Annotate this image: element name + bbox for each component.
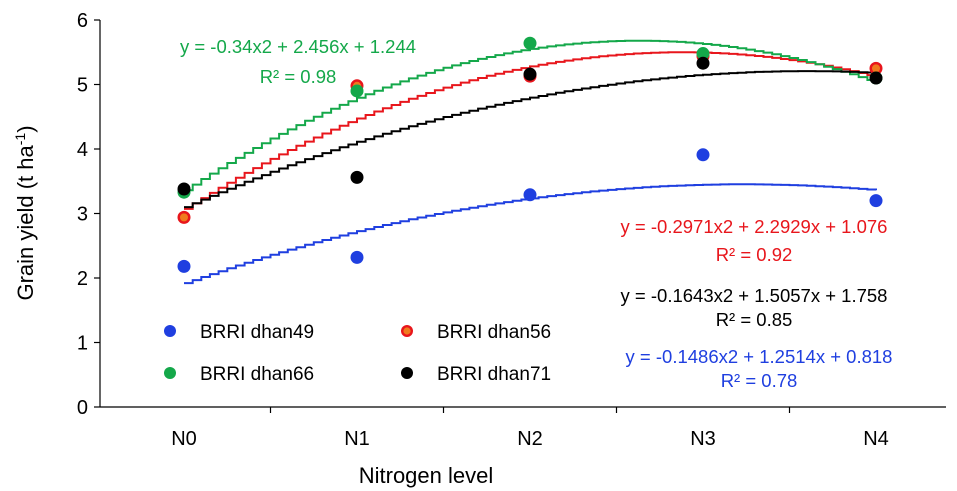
- y-tick-label: 6: [77, 10, 88, 32]
- y-ticks: 0 1 2 3 4 5 6: [77, 10, 100, 419]
- trend-equations: y = -0.1486x2 + 1.2514x + 0.818 R² = 0.78…: [180, 36, 892, 391]
- y-tick-label: 0: [77, 397, 88, 419]
- point-brri-dhan66: [523, 36, 537, 50]
- legend-label-brri-dhan56: BRRI dhan56: [437, 322, 551, 343]
- x-tick-label-n4: N4: [863, 428, 889, 450]
- point-brri-dhan49: [696, 148, 710, 162]
- point-brri-dhan49: [177, 259, 191, 273]
- point-brri-dhan66: [350, 84, 364, 98]
- trendline-brri-dhan71: [184, 70, 877, 209]
- point-brri-dhan56-inner: [872, 64, 880, 73]
- data-points: [177, 36, 883, 273]
- point-brri-dhan66: [696, 47, 710, 61]
- x-tick-label-n1: N1: [344, 428, 370, 450]
- legend-label-brri-dhan49: BRRI dhan49: [200, 322, 314, 343]
- point-brri-dhan71: [869, 71, 883, 85]
- r2-brri-dhan49: R² = 0.78: [721, 370, 798, 391]
- legend-marker-brri-dhan66: [164, 367, 176, 379]
- y-axis-title: Grain yield (t ha-1): [12, 125, 38, 300]
- y-tick-label: 3: [77, 204, 88, 226]
- point-brri-dhan49: [350, 250, 364, 264]
- equation-brri-dhan56: y = -0.2971x2 + 2.2929x + 1.076: [621, 216, 888, 237]
- r2-brri-dhan71: R² = 0.85: [716, 309, 793, 330]
- equation-brri-dhan71: y = -0.1643x2 + 1.5057x + 1.758: [621, 285, 888, 306]
- equation-brri-dhan66: y = -0.34x2 + 2.456x + 1.244: [180, 36, 416, 57]
- legend-label-brri-dhan66: BRRI dhan66: [200, 364, 314, 385]
- point-brri-dhan71: [523, 67, 537, 81]
- point-brri-dhan71: [177, 182, 191, 196]
- point-brri-dhan49: [523, 188, 537, 202]
- y-axis-title-superscript: -1: [12, 133, 28, 146]
- x-tick-label-n2: N2: [517, 428, 543, 450]
- point-brri-dhan56-inner: [180, 213, 188, 222]
- legend-marker-brri-dhan49: [164, 325, 176, 337]
- y-tick-label: 1: [77, 333, 88, 355]
- x-axis-title: Nitrogen level: [359, 463, 494, 488]
- point-brri-dhan71: [350, 170, 364, 184]
- legend-marker-inner-brri-dhan56: [403, 327, 411, 335]
- y-axis-title-main: Grain yield (t ha: [13, 144, 38, 300]
- r2-brri-dhan66: R² = 0.98: [260, 66, 337, 87]
- legend-label-brri-dhan71: BRRI dhan71: [437, 364, 551, 385]
- r2-brri-dhan56: R² = 0.92: [716, 244, 793, 265]
- point-brri-dhan71: [696, 56, 710, 70]
- legend: BRRI dhan49 BRRI dhan56 BRRI dhan66 BRRI dh…: [164, 322, 551, 385]
- point-brri-dhan49: [869, 194, 883, 208]
- y-tick-label: 5: [77, 75, 88, 97]
- x-tick-label-n0: N0: [171, 428, 197, 450]
- legend-marker-brri-dhan71: [401, 367, 413, 379]
- x-ticks: N0 N1 N2 N3 N4: [171, 407, 889, 450]
- y-tick-label: 2: [77, 268, 88, 290]
- y-axis-title-end: ): [13, 125, 38, 132]
- y-tick-label: 4: [77, 139, 88, 161]
- equation-brri-dhan49: y = -0.1486x2 + 1.2514x + 0.818: [626, 346, 893, 367]
- x-tick-label-n3: N3: [690, 428, 716, 450]
